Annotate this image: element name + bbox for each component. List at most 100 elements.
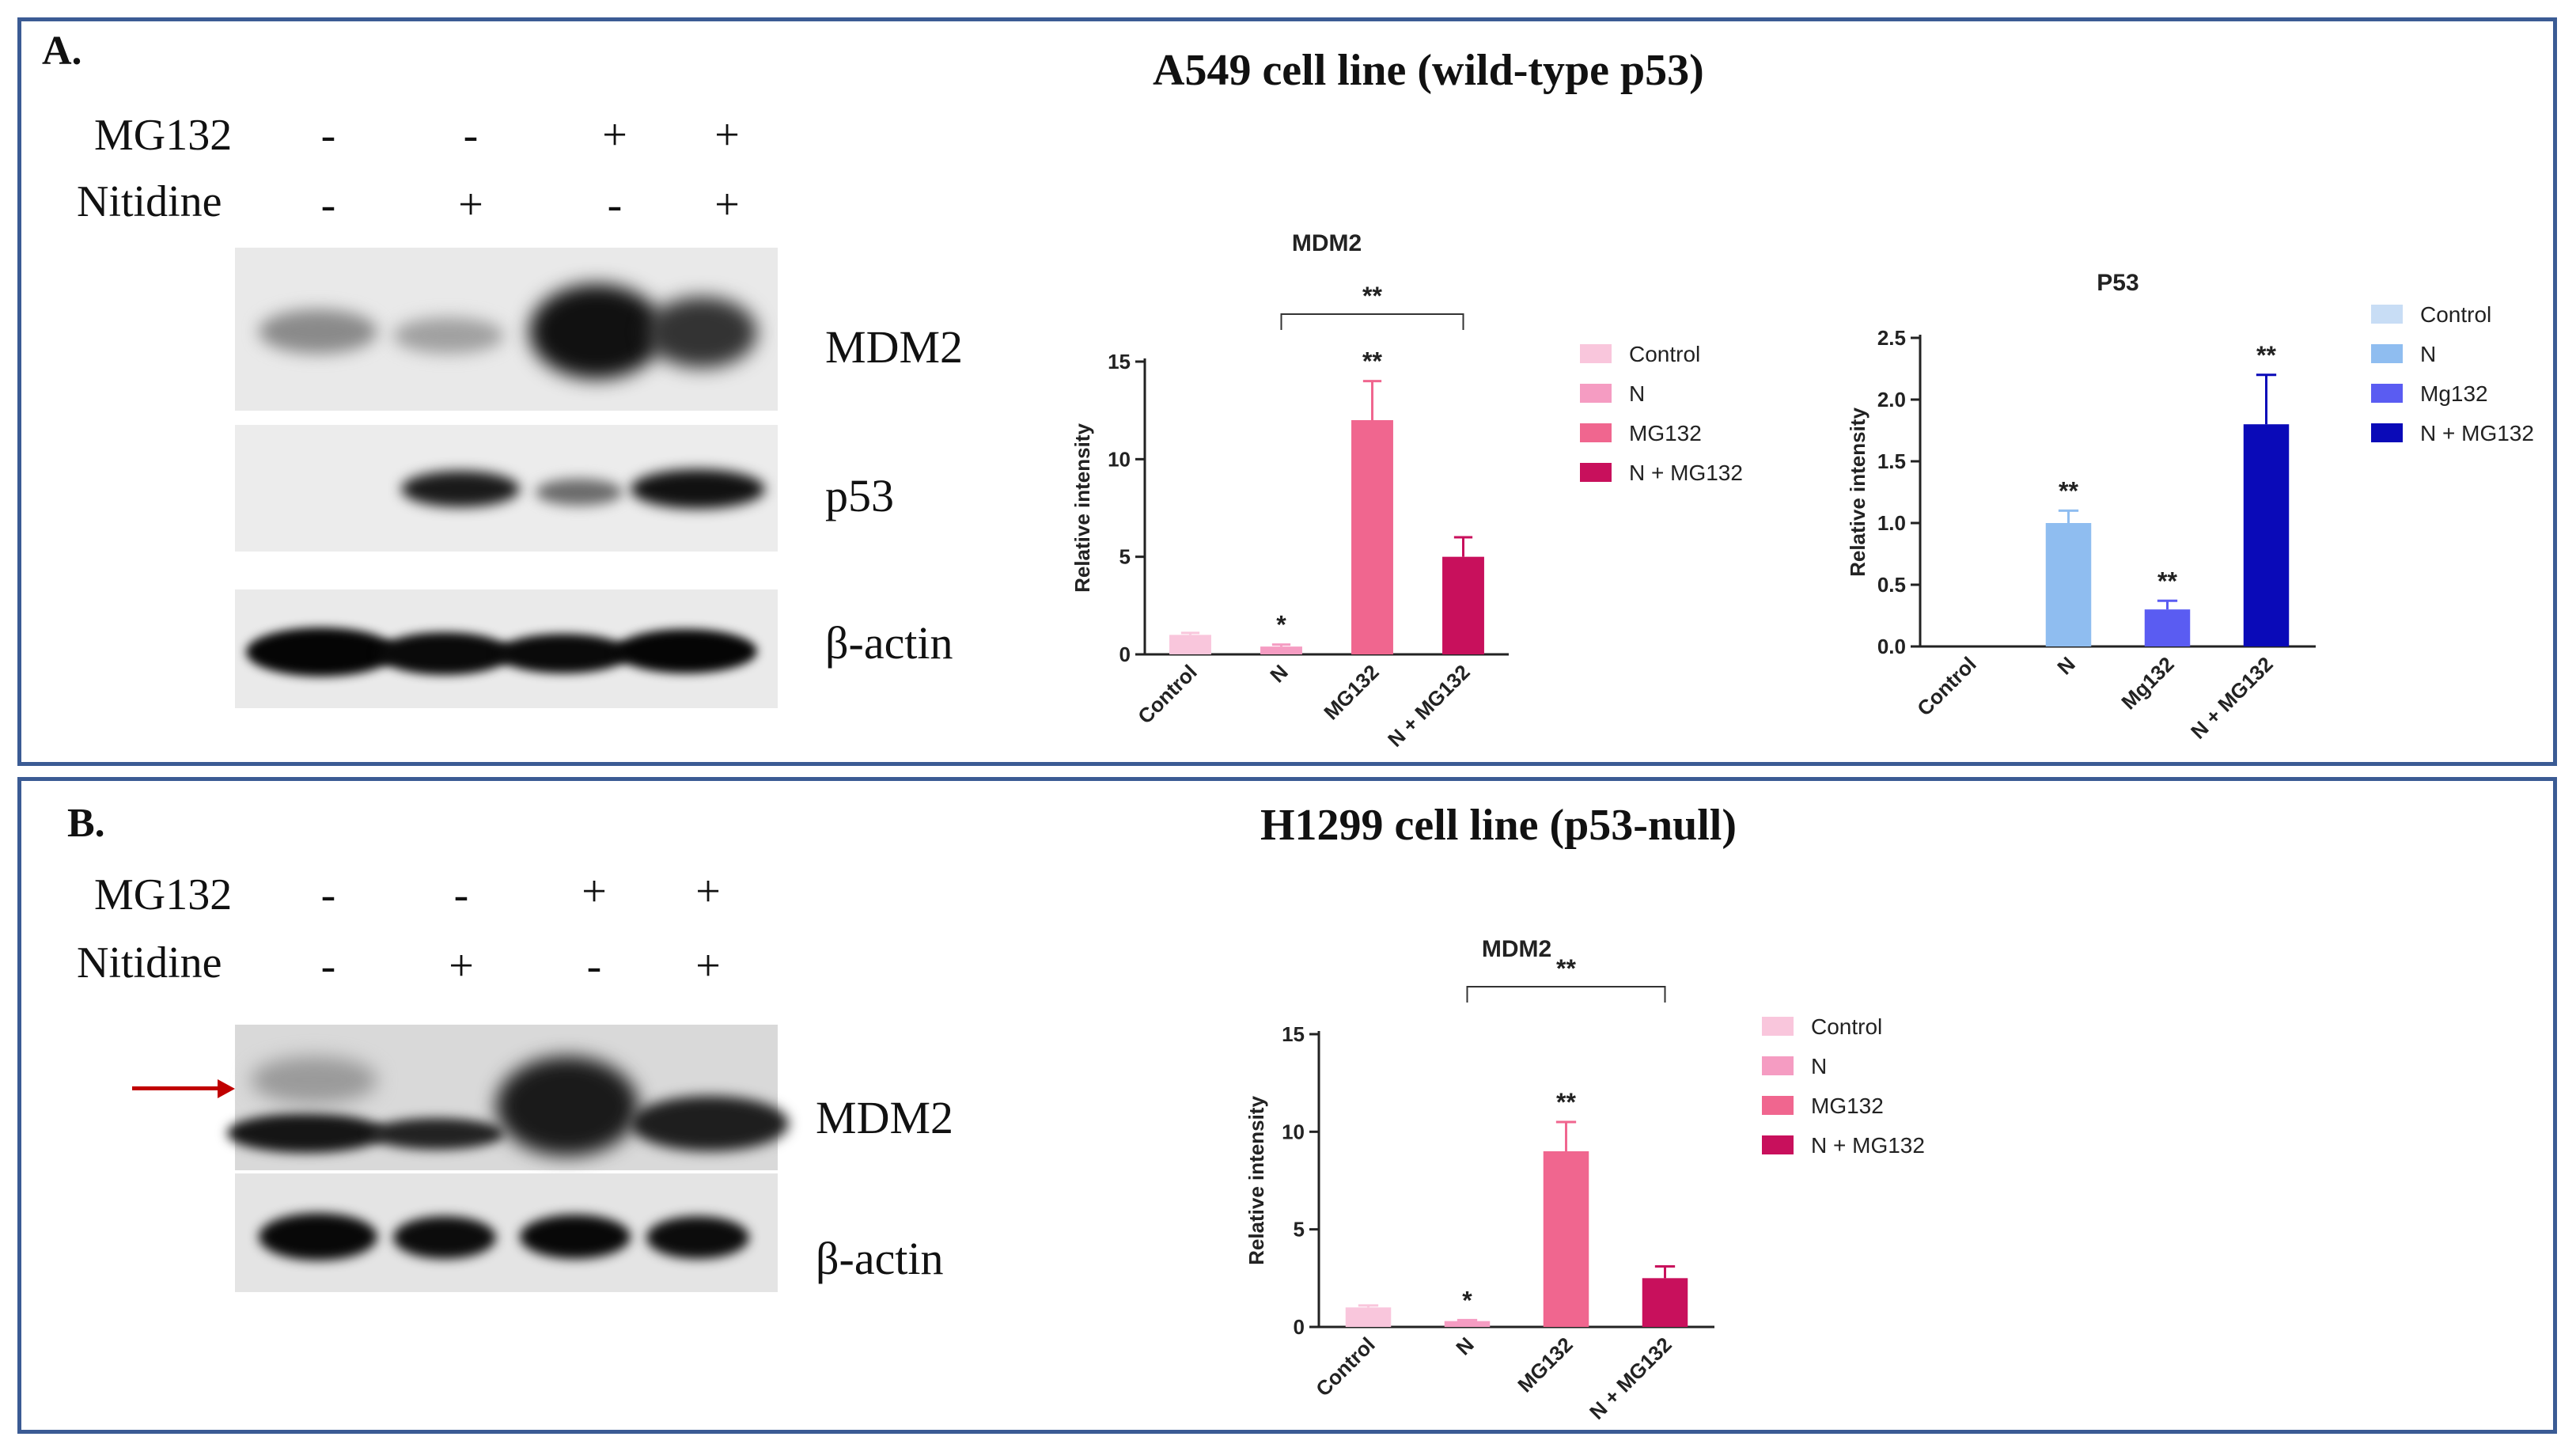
x-tick-label: MG132 xyxy=(1513,1332,1578,1397)
bar xyxy=(1345,1307,1392,1327)
nitidine-symbol: - xyxy=(586,942,602,991)
chart-title: MDM2 xyxy=(1292,230,1362,256)
western-blot-beta-actin xyxy=(235,589,778,708)
bracket-label: ** xyxy=(1362,282,1382,310)
nitidine-symbol: + xyxy=(714,180,740,229)
legend-label: Mg132 xyxy=(2420,381,2488,406)
significance-marker: * xyxy=(1276,611,1286,639)
bar xyxy=(1260,646,1302,654)
bar xyxy=(1169,635,1211,654)
significance-marker: ** xyxy=(2256,341,2276,370)
blot-label-p53: p53 xyxy=(825,470,894,521)
mg132-symbol: - xyxy=(320,111,336,160)
panel-a-label: A. xyxy=(42,28,82,74)
legend-swatch xyxy=(1762,1135,1794,1154)
nitidine-symbol: + xyxy=(449,942,474,991)
panel-a: A. A549 cell line (wild-type p53) MG132 … xyxy=(17,17,2557,766)
y-tick-label: 0.0 xyxy=(1877,635,1906,658)
y-axis-label: Relative intensity xyxy=(1846,407,1869,577)
nitidine-symbol: - xyxy=(607,180,623,229)
nitidine-symbol: - xyxy=(320,180,336,229)
bar xyxy=(2144,609,2191,646)
nitidine-row-label: Nitidine xyxy=(77,938,222,987)
mg132-symbol: + xyxy=(602,111,627,160)
significance-marker: * xyxy=(1462,1286,1472,1314)
y-tick-label: 2.5 xyxy=(1877,326,1906,350)
legend-label: Control xyxy=(1629,342,1700,366)
mg132-symbol: + xyxy=(581,867,607,916)
blot-label-mdm2: MDM2 xyxy=(816,1092,954,1143)
x-tick-label: N + MG132 xyxy=(1383,660,1475,752)
y-axis-label: Relative intensity xyxy=(1070,423,1094,593)
significance-marker: ** xyxy=(1362,347,1382,376)
legend-label: N xyxy=(2420,342,2436,366)
panel-b-title: H1299 cell line (p53-null) xyxy=(1260,801,1737,850)
legend-label: N + MG132 xyxy=(1629,461,1743,485)
y-tick-label: 15 xyxy=(1108,350,1131,373)
legend-label: N + MG132 xyxy=(1811,1133,1925,1158)
legend-swatch xyxy=(1580,423,1612,442)
mg132-row-label: MG132 xyxy=(94,870,233,919)
x-tick-label: N xyxy=(2052,652,2079,679)
mdm2-bar-chart-a549: MDM2 Relative intensity 0 5 10 15 Control * N ** M… xyxy=(1070,230,1743,752)
arrow-head-icon xyxy=(218,1079,235,1098)
y-tick-label: 0 xyxy=(1294,1315,1305,1339)
legend-swatch xyxy=(1762,1096,1794,1115)
legend-label: MG132 xyxy=(1811,1094,1884,1118)
mg132-symbol: + xyxy=(714,111,740,160)
panel-b-label: B. xyxy=(67,801,105,846)
y-tick-label: 15 xyxy=(1282,1022,1305,1046)
legend-swatch xyxy=(1580,344,1612,363)
bar xyxy=(1442,556,1484,654)
x-tick-label: N + MG132 xyxy=(2186,652,2278,744)
mg132-symbol: - xyxy=(453,870,469,919)
legend-swatch xyxy=(2371,423,2403,442)
bar xyxy=(2243,424,2290,646)
western-blot-mdm2 xyxy=(227,1025,789,1170)
y-tick-label: 5 xyxy=(1119,545,1131,569)
legend-label: N xyxy=(1629,381,1645,406)
bar xyxy=(1642,1278,1688,1327)
blot-label-beta-actin: β-actin xyxy=(825,617,953,669)
mg132-row-label: MG132 xyxy=(94,111,233,160)
blot-label-beta-actin: β-actin xyxy=(816,1233,944,1284)
significance-bracket xyxy=(1466,986,1666,1003)
bar xyxy=(1351,420,1393,654)
significance-marker: ** xyxy=(1556,1088,1576,1116)
x-tick-label: N + MG132 xyxy=(1585,1332,1676,1424)
y-tick-label: 0 xyxy=(1119,643,1131,666)
nitidine-symbol: - xyxy=(320,942,336,991)
bar xyxy=(1543,1151,1589,1327)
nitidine-symbol: + xyxy=(695,942,721,991)
legend-label: N + MG132 xyxy=(2420,421,2534,445)
significance-marker: ** xyxy=(2059,476,2078,505)
mg132-symbol: - xyxy=(320,870,336,919)
legend-swatch xyxy=(1762,1017,1794,1036)
p53-bar-chart-a549: P53 Relative intensity 0.0 0.5 1.0 1.5 2.0 2.5 C… xyxy=(1846,270,2534,744)
legend-swatch xyxy=(1580,463,1612,482)
western-blot-p53 xyxy=(235,425,778,552)
x-tick-label: Control xyxy=(1912,652,1981,721)
legend-label: Control xyxy=(2420,302,2491,327)
y-axis-label: Relative intensity xyxy=(1244,1096,1268,1265)
significance-marker: ** xyxy=(2157,567,2177,595)
x-tick-label: N xyxy=(1451,1332,1478,1359)
western-blot-mdm2 xyxy=(235,248,778,411)
significance-bracket xyxy=(1280,313,1464,330)
bar xyxy=(2045,523,2092,646)
nitidine-row-label: Nitidine xyxy=(77,177,222,226)
western-blot-beta-actin xyxy=(235,1173,778,1292)
y-tick-label: 1.0 xyxy=(1877,511,1906,535)
legend-label: MG132 xyxy=(1629,421,1702,445)
legend-swatch xyxy=(1580,384,1612,403)
y-tick-label: 10 xyxy=(1108,447,1131,471)
chart-title: P53 xyxy=(2097,270,2138,296)
legend-swatch xyxy=(2371,305,2403,324)
y-tick-label: 5 xyxy=(1294,1218,1305,1241)
bar xyxy=(1444,1321,1491,1327)
legend-label: N xyxy=(1811,1054,1827,1078)
legend-swatch xyxy=(2371,344,2403,363)
x-tick-label: Control xyxy=(1311,1332,1380,1401)
x-tick-label: MG132 xyxy=(1319,660,1384,725)
